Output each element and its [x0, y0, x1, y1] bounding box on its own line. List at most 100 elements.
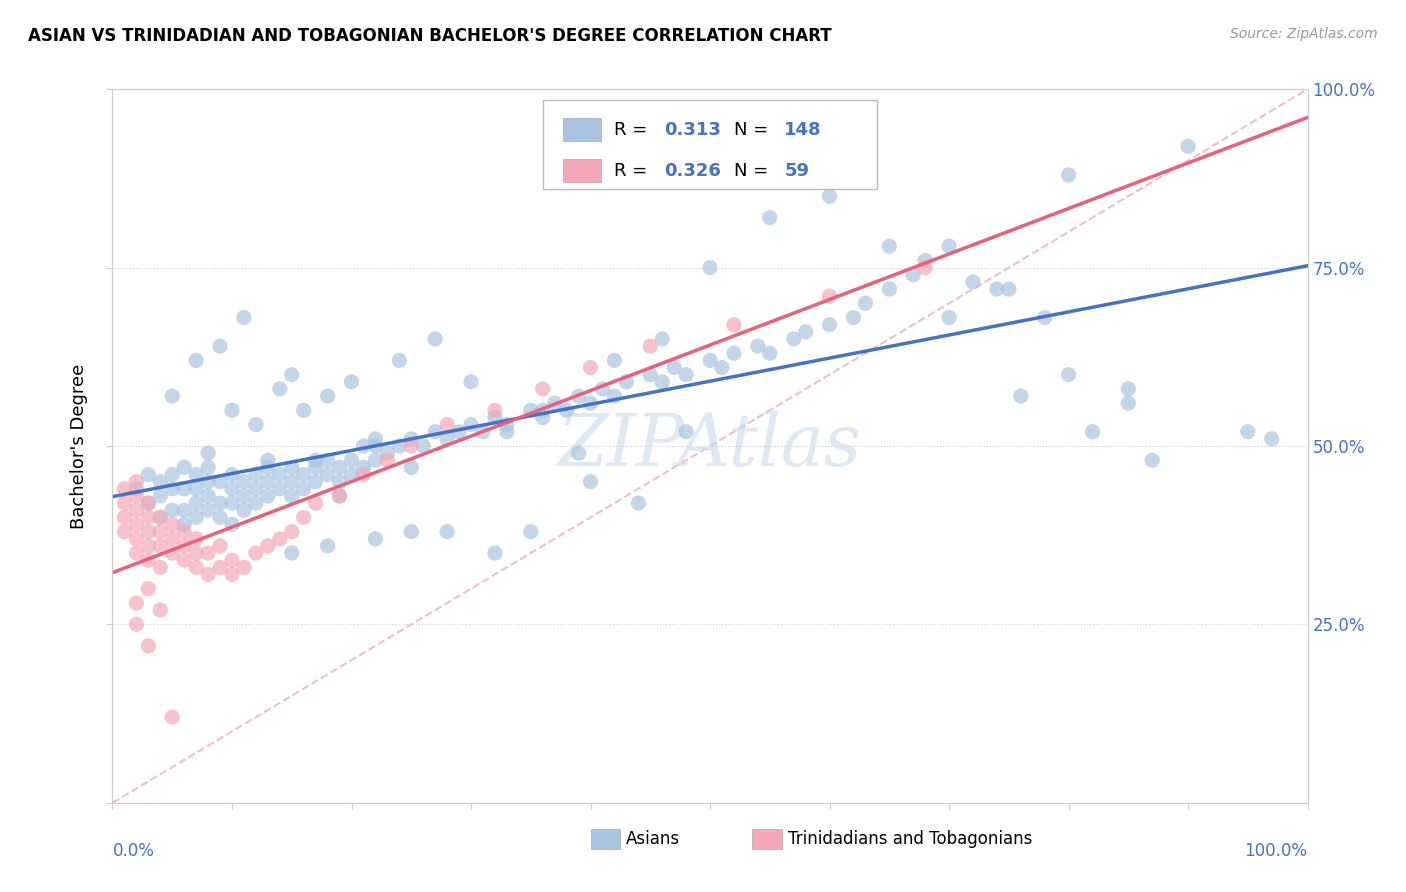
- Point: [173, 539, 195, 553]
- Point: [281, 524, 304, 539]
- Point: [436, 432, 458, 446]
- Point: [818, 289, 841, 303]
- Point: [759, 211, 782, 225]
- Point: [114, 482, 135, 496]
- Point: [329, 489, 352, 503]
- Point: [209, 475, 232, 489]
- Point: [245, 467, 267, 482]
- Point: [592, 382, 614, 396]
- Point: [221, 403, 243, 417]
- Point: [412, 439, 434, 453]
- Text: N =: N =: [734, 161, 773, 180]
- Point: [401, 524, 423, 539]
- Point: [305, 460, 328, 475]
- Point: [138, 496, 160, 510]
- Point: [377, 453, 399, 467]
- Point: [197, 460, 219, 475]
- Point: [579, 396, 602, 410]
- Point: [579, 475, 602, 489]
- Point: [269, 532, 291, 546]
- Point: [472, 425, 495, 439]
- Point: [855, 296, 877, 310]
- Point: [162, 389, 183, 403]
- Point: [269, 482, 291, 496]
- Point: [352, 460, 374, 475]
- Point: [257, 539, 280, 553]
- Point: [138, 639, 160, 653]
- Text: 59: 59: [785, 161, 808, 180]
- Point: [1177, 139, 1199, 153]
- Point: [162, 546, 183, 560]
- Point: [520, 403, 543, 417]
- Point: [364, 432, 387, 446]
- Point: [305, 475, 328, 489]
- Point: [986, 282, 1008, 296]
- Point: [711, 360, 734, 375]
- FancyBboxPatch shape: [752, 830, 782, 849]
- Point: [125, 517, 148, 532]
- Point: [603, 353, 626, 368]
- Point: [1010, 389, 1032, 403]
- Point: [162, 503, 183, 517]
- Point: [1118, 382, 1140, 396]
- Point: [484, 546, 506, 560]
- FancyBboxPatch shape: [562, 119, 602, 141]
- Point: [914, 260, 936, 275]
- Point: [640, 339, 662, 353]
- Point: [531, 403, 554, 417]
- Point: [233, 560, 256, 574]
- Text: R =: R =: [614, 120, 654, 139]
- Point: [162, 467, 183, 482]
- Point: [460, 417, 482, 432]
- Point: [292, 482, 315, 496]
- Point: [221, 482, 243, 496]
- Point: [305, 496, 328, 510]
- Point: [579, 360, 602, 375]
- Point: [818, 189, 841, 203]
- Point: [162, 710, 183, 724]
- Text: 100.0%: 100.0%: [1244, 842, 1308, 860]
- Point: [245, 482, 267, 496]
- Point: [401, 460, 423, 475]
- Point: [173, 503, 195, 517]
- Point: [269, 467, 291, 482]
- Point: [149, 489, 172, 503]
- Point: [186, 560, 208, 574]
- Point: [496, 417, 519, 432]
- Point: [186, 532, 208, 546]
- Point: [401, 432, 423, 446]
- Point: [425, 425, 447, 439]
- Point: [998, 282, 1021, 296]
- Point: [640, 368, 662, 382]
- Point: [627, 496, 650, 510]
- Point: [484, 403, 506, 417]
- Point: [186, 467, 208, 482]
- Point: [759, 346, 782, 360]
- Point: [1081, 425, 1104, 439]
- Point: [364, 439, 387, 453]
- Point: [269, 382, 291, 396]
- Point: [197, 503, 219, 517]
- Point: [292, 510, 315, 524]
- Point: [114, 496, 135, 510]
- Point: [603, 389, 626, 403]
- Point: [460, 375, 482, 389]
- Point: [125, 489, 148, 503]
- Point: [125, 475, 148, 489]
- Point: [186, 496, 208, 510]
- Point: [1261, 432, 1284, 446]
- Point: [388, 353, 411, 368]
- Point: [675, 368, 697, 382]
- Point: [340, 467, 363, 482]
- Point: [531, 410, 554, 425]
- Point: [281, 368, 304, 382]
- Point: [209, 496, 232, 510]
- Point: [209, 339, 232, 353]
- Point: [352, 467, 374, 482]
- Point: [221, 567, 243, 582]
- Point: [233, 489, 256, 503]
- Point: [221, 467, 243, 482]
- Point: [173, 553, 195, 567]
- Point: [651, 375, 673, 389]
- Point: [173, 524, 195, 539]
